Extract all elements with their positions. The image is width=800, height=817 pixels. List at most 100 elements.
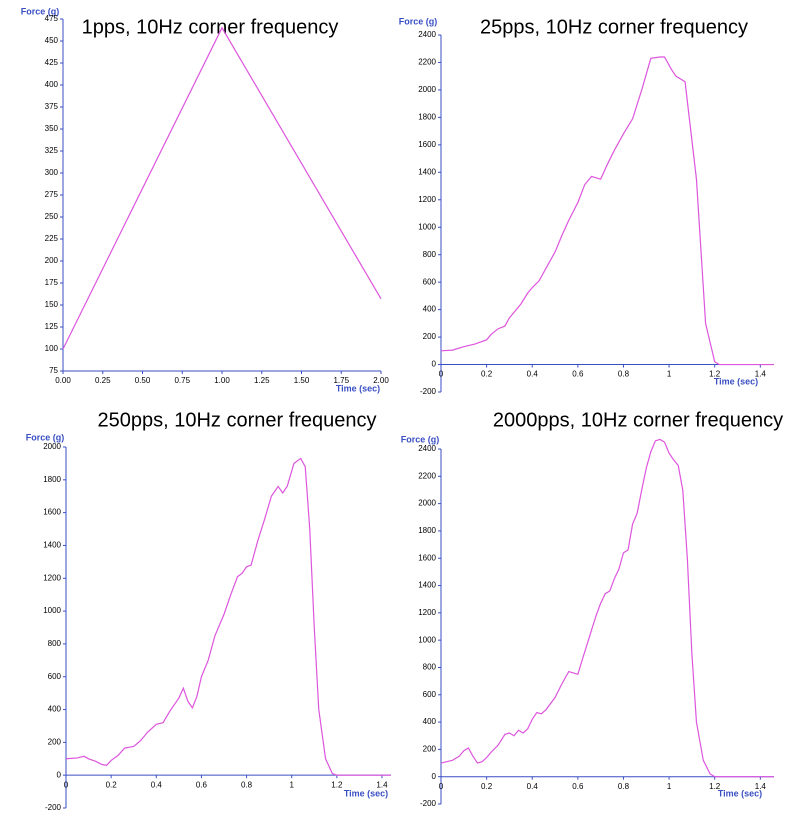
x-tick-label: 0.8 (618, 782, 630, 791)
chart-title: 25pps, 10Hz corner frequency (480, 16, 748, 38)
y-tick-label: 200 (45, 256, 59, 265)
x-axis-title: Time (sec) (344, 788, 388, 798)
y-axis-title: Force (g) (399, 16, 438, 26)
y-tick-label: 225 (45, 234, 59, 243)
y-tick-label: 375 (45, 102, 59, 111)
data-line (65, 457, 391, 776)
x-tick-label: 1.2 (709, 782, 721, 791)
y-tick-label: -200 (420, 387, 437, 396)
y-tick-label: 1200 (418, 608, 436, 617)
y-tick-label: 450 (45, 36, 59, 45)
x-tick-label: 0.8 (241, 780, 253, 789)
y-tick-label: 200 (423, 332, 437, 341)
y-tick-label: 2000 (418, 499, 436, 508)
x-axis-title: Time (sec) (336, 383, 380, 393)
chart-title: 250pps, 10Hz corner frequency (97, 409, 376, 431)
y-tick-label: 150 (45, 300, 59, 309)
x-tick-label: 0.6 (196, 780, 208, 789)
x-axis-title: Time (sec) (718, 788, 762, 798)
x-tick-label: 0.4 (527, 370, 539, 379)
y-tick-label: 1800 (418, 112, 436, 121)
y-tick-label: 1200 (43, 573, 61, 582)
y-tick-label: -200 (45, 803, 62, 812)
data-line (440, 56, 774, 366)
y-tick-label: 325 (45, 146, 59, 155)
y-tick-label: 350 (45, 124, 59, 133)
x-tick-label: 0.25 (95, 376, 111, 385)
y-tick-label: 2200 (418, 58, 436, 67)
x-tick-label: 0.75 (174, 376, 190, 385)
y-tick-label: 2400 (418, 444, 436, 453)
y-axis-title: Force (g) (401, 434, 440, 444)
y-tick-label: 1200 (418, 195, 436, 204)
y-tick-label: -200 (420, 799, 437, 808)
chart-title: 1pps, 10Hz corner frequency (82, 16, 339, 38)
y-tick-label: 1600 (418, 553, 436, 562)
y-tick-label: 300 (45, 168, 59, 177)
x-tick-label: 0.8 (618, 370, 630, 379)
x-tick-label: 0.6 (572, 782, 584, 791)
x-tick-label: 1.50 (294, 376, 310, 385)
y-tick-label: 425 (45, 58, 59, 67)
x-tick-label: 0 (439, 782, 444, 791)
y-tick-label: 75 (49, 366, 58, 375)
y-axis-title: Force (g) (26, 432, 65, 442)
y-tick-label: 1600 (418, 140, 436, 149)
y-tick-label: 1400 (418, 167, 436, 176)
data-line (440, 438, 774, 778)
x-tick-label: 0.2 (481, 782, 493, 791)
y-tick-label: 2000 (43, 442, 61, 451)
x-tick-label: 1.2 (331, 780, 343, 789)
y-tick-label: 1600 (43, 508, 61, 517)
y-tick-label: 400 (45, 80, 59, 89)
x-tick-label: 0.2 (106, 780, 118, 789)
y-tick-label: 600 (48, 672, 62, 681)
x-tick-label: 0.6 (572, 370, 584, 379)
y-tick-label: 2400 (418, 30, 436, 39)
x-tick-label: 0 (64, 780, 69, 789)
y-axis-title: Force (g) (21, 6, 60, 16)
y-tick-label: 400 (423, 717, 437, 726)
y-tick-label: 1800 (418, 526, 436, 535)
x-tick-label: 1 (667, 782, 672, 791)
x-tick-label: 1 (667, 370, 672, 379)
x-axis-title: Time (sec) (714, 376, 758, 386)
x-tick-label: 1.4 (376, 780, 388, 789)
y-tick-label: 1000 (418, 222, 436, 231)
y-tick-label: 0 (432, 360, 437, 369)
x-tick-label: 1.4 (755, 782, 767, 791)
x-tick-label: 2.00 (373, 376, 389, 385)
y-tick-label: 2000 (418, 85, 436, 94)
x-tick-label: 0.00 (55, 376, 71, 385)
x-tick-label: 1.4 (755, 370, 767, 379)
y-tick-label: 600 (423, 690, 437, 699)
y-tick-label: 200 (48, 737, 62, 746)
y-tick-label: 1800 (43, 475, 61, 484)
y-tick-label: 250 (45, 212, 59, 221)
y-tick-label: 1400 (418, 581, 436, 590)
x-tick-label: 1.00 (214, 376, 230, 385)
x-tick-label: 1 (289, 780, 294, 789)
y-tick-label: 125 (45, 322, 59, 331)
x-tick-label: 0.50 (135, 376, 151, 385)
chart-title: 2000pps, 10Hz corner frequency (493, 409, 783, 431)
y-tick-label: 800 (48, 639, 62, 648)
x-tick-label: 0 (439, 370, 444, 379)
y-tick-label: 475 (45, 14, 59, 23)
y-tick-label: 1400 (43, 541, 61, 550)
y-tick-label: 1000 (418, 635, 436, 644)
y-tick-label: 175 (45, 278, 59, 287)
y-tick-label: 0 (57, 770, 62, 779)
data-line (62, 26, 382, 350)
x-tick-label: 0.2 (481, 370, 493, 379)
x-tick-label: 1.25 (254, 376, 270, 385)
y-tick-label: 800 (423, 250, 437, 259)
x-tick-label: 1.75 (333, 376, 349, 385)
x-tick-label: 1.2 (709, 370, 721, 379)
y-tick-label: 200 (423, 744, 437, 753)
y-tick-label: 100 (45, 344, 59, 353)
y-tick-label: 0 (432, 772, 437, 781)
y-tick-label: 2200 (418, 471, 436, 480)
